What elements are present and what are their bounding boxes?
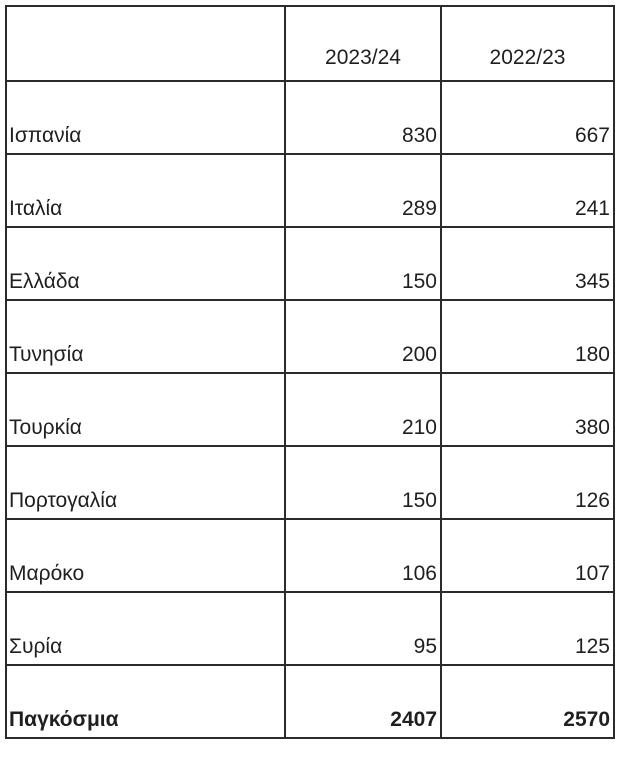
data-table: 2023/24 2022/23 Ισπανία 830 667 Ιταλία 2… <box>5 5 615 739</box>
value-2022-23-cell: 107 <box>440 518 615 593</box>
value-2022-23-cell: 125 <box>440 591 615 666</box>
country-name-cell: Ισπανία <box>5 80 286 155</box>
value-2023-24-cell: 200 <box>284 299 442 374</box>
value-2023-24-cell: 150 <box>284 445 442 520</box>
value-2023-24-cell: 95 <box>284 591 442 666</box>
table-row: Ισπανία 830 667 <box>5 80 615 155</box>
table-row: Πορτογαλία 150 126 <box>5 445 615 520</box>
country-name-cell: Τουρκία <box>5 372 286 447</box>
table-row: Τουρκία 210 380 <box>5 372 615 447</box>
value-2022-23-cell: 126 <box>440 445 615 520</box>
value-2022-23-cell: 180 <box>440 299 615 374</box>
value-2022-23-cell: 2570 <box>440 664 615 739</box>
header-cell-2022-23: 2022/23 <box>440 5 615 82</box>
value-2022-23-cell: 380 <box>440 372 615 447</box>
table-row: Ελλάδα 150 345 <box>5 226 615 301</box>
value-2023-24-cell: 150 <box>284 226 442 301</box>
value-2023-24-cell: 210 <box>284 372 442 447</box>
header-cell-blank <box>5 5 286 82</box>
table-row: Μαρόκο 106 107 <box>5 518 615 593</box>
country-name-cell: Μαρόκο <box>5 518 286 593</box>
country-name-cell: Παγκόσμια <box>5 664 286 739</box>
table-header: 2023/24 2022/23 <box>5 5 615 82</box>
header-row: 2023/24 2022/23 <box>5 5 615 82</box>
country-name-cell: Ιταλία <box>5 153 286 228</box>
value-2023-24-cell: 830 <box>284 80 442 155</box>
value-2023-24-cell: 2407 <box>284 664 442 739</box>
table-row: Ιταλία 289 241 <box>5 153 615 228</box>
country-name-cell: Τυνησία <box>5 299 286 374</box>
country-name-cell: Συρία <box>5 591 286 666</box>
table-row: Τυνησία 200 180 <box>5 299 615 374</box>
value-2023-24-cell: 289 <box>284 153 442 228</box>
country-name-cell: Ελλάδα <box>5 226 286 301</box>
value-2023-24-cell: 106 <box>284 518 442 593</box>
table-body: Ισπανία 830 667 Ιταλία 289 241 Ελλάδα 15… <box>5 80 615 739</box>
table-row: Παγκόσμια 2407 2570 <box>5 664 615 739</box>
value-2022-23-cell: 241 <box>440 153 615 228</box>
value-2022-23-cell: 345 <box>440 226 615 301</box>
header-cell-2023-24: 2023/24 <box>284 5 442 82</box>
country-name-cell: Πορτογαλία <box>5 445 286 520</box>
value-2022-23-cell: 667 <box>440 80 615 155</box>
table-row: Συρία 95 125 <box>5 591 615 666</box>
